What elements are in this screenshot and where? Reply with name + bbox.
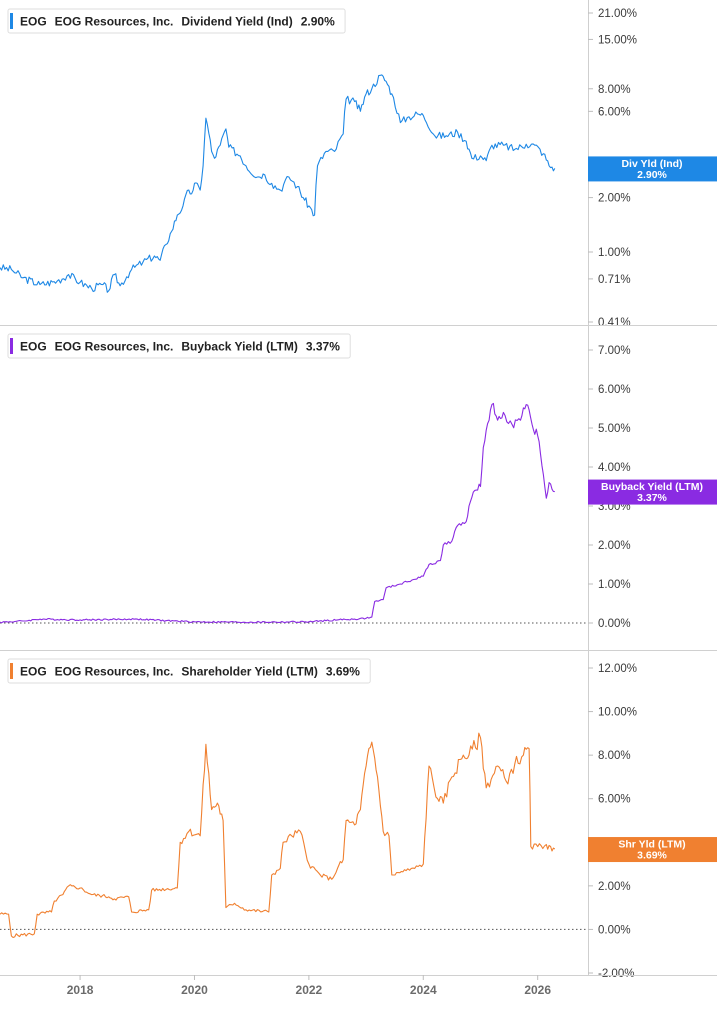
y-tick-label: 2.00% bbox=[598, 881, 631, 893]
y-tick-label: 2.00% bbox=[598, 540, 631, 552]
y-tick-label: 0.41% bbox=[598, 317, 631, 329]
panel-2: 7.00%6.00%5.00%4.00%3.00%2.00%1.00%0.00%… bbox=[0, 333, 717, 630]
y-tick-label: 6.00% bbox=[598, 794, 631, 806]
legend: EOG EOG Resources, Inc. Buyback Yield (LTM… bbox=[7, 333, 351, 359]
y-tick-label: 2.00% bbox=[598, 193, 631, 205]
legend-label: EOG EOG Resources, Inc. Shareholder Yield … bbox=[20, 665, 360, 679]
y-tick-label: 5.00% bbox=[598, 423, 631, 435]
value-badge-title: Div Yld (Ind) bbox=[621, 158, 682, 170]
legend-color-bar bbox=[10, 13, 13, 29]
y-tick-label: 1.00% bbox=[598, 579, 631, 591]
y-tick-label: -2.00% bbox=[598, 968, 634, 980]
y-tick-label: 0.71% bbox=[598, 274, 631, 286]
y-tick-label: 12.00% bbox=[598, 663, 637, 675]
y-tick-label: 8.00% bbox=[598, 750, 631, 762]
legend-color-bar bbox=[10, 338, 13, 354]
y-tick-label: 7.00% bbox=[598, 345, 631, 357]
y-tick-label: 21.00% bbox=[598, 8, 637, 20]
value-badge-bg bbox=[588, 156, 717, 182]
value-badge-value: 3.69% bbox=[637, 850, 667, 862]
legend-label: EOG EOG Resources, Inc. Buyback Yield (LTM… bbox=[20, 340, 340, 354]
value-badge: Div Yld (Ind)2.90% bbox=[588, 156, 717, 182]
y-tick-label: 10.00% bbox=[598, 707, 637, 719]
x-tick-label: 2022 bbox=[296, 983, 323, 997]
legend: EOG EOG Resources, Inc. Shareholder Yield … bbox=[7, 658, 371, 684]
x-tick-label: 2026 bbox=[524, 983, 551, 997]
y-tick-label: 6.00% bbox=[598, 106, 631, 118]
y-tick-label: 0.00% bbox=[598, 924, 631, 936]
series-line bbox=[0, 74, 556, 293]
value-badge-bg bbox=[588, 479, 717, 505]
panel-3: 12.00%10.00%8.00%6.00%4.00%2.00%0.00%-2.… bbox=[0, 658, 717, 980]
value-badge: Buyback Yield (LTM)3.37% bbox=[588, 479, 717, 505]
legend: EOG EOG Resources, Inc. Dividend Yield (In… bbox=[7, 8, 346, 34]
y-tick-label: 15.00% bbox=[598, 34, 637, 46]
series-line bbox=[0, 732, 556, 939]
x-tick-label: 2018 bbox=[67, 983, 94, 997]
legend-label: EOG EOG Resources, Inc. Dividend Yield (In… bbox=[20, 15, 335, 29]
y-tick-label: 6.00% bbox=[598, 384, 631, 396]
y-tick-label: 4.00% bbox=[598, 462, 631, 474]
value-badge-title: Buyback Yield (LTM) bbox=[601, 481, 703, 493]
x-tick-label: 2020 bbox=[181, 983, 208, 997]
legend-box bbox=[7, 333, 351, 359]
y-tick-label: 8.00% bbox=[598, 84, 631, 96]
panel-1: 21.00% 15.00% 8.00% 6.00% 2.00% 1.00% 0.71% 0.4… bbox=[0, 8, 717, 329]
y-tick-label: 0.00% bbox=[598, 618, 631, 630]
value-badge: Shr Yld (LTM)3.69% bbox=[588, 837, 717, 863]
value-badge-value: 2.90% bbox=[637, 169, 667, 181]
value-badge-bg bbox=[588, 837, 717, 863]
x-tick-label: 2024 bbox=[410, 983, 437, 997]
value-badge-title: Shr Yld (LTM) bbox=[618, 839, 685, 851]
legend-color-bar bbox=[10, 663, 13, 679]
legend-box bbox=[7, 8, 346, 34]
y-tick-label: 1.00% bbox=[598, 247, 631, 259]
legend-box bbox=[7, 658, 371, 684]
value-badge-value: 3.37% bbox=[637, 492, 667, 504]
series-line bbox=[0, 402, 555, 624]
